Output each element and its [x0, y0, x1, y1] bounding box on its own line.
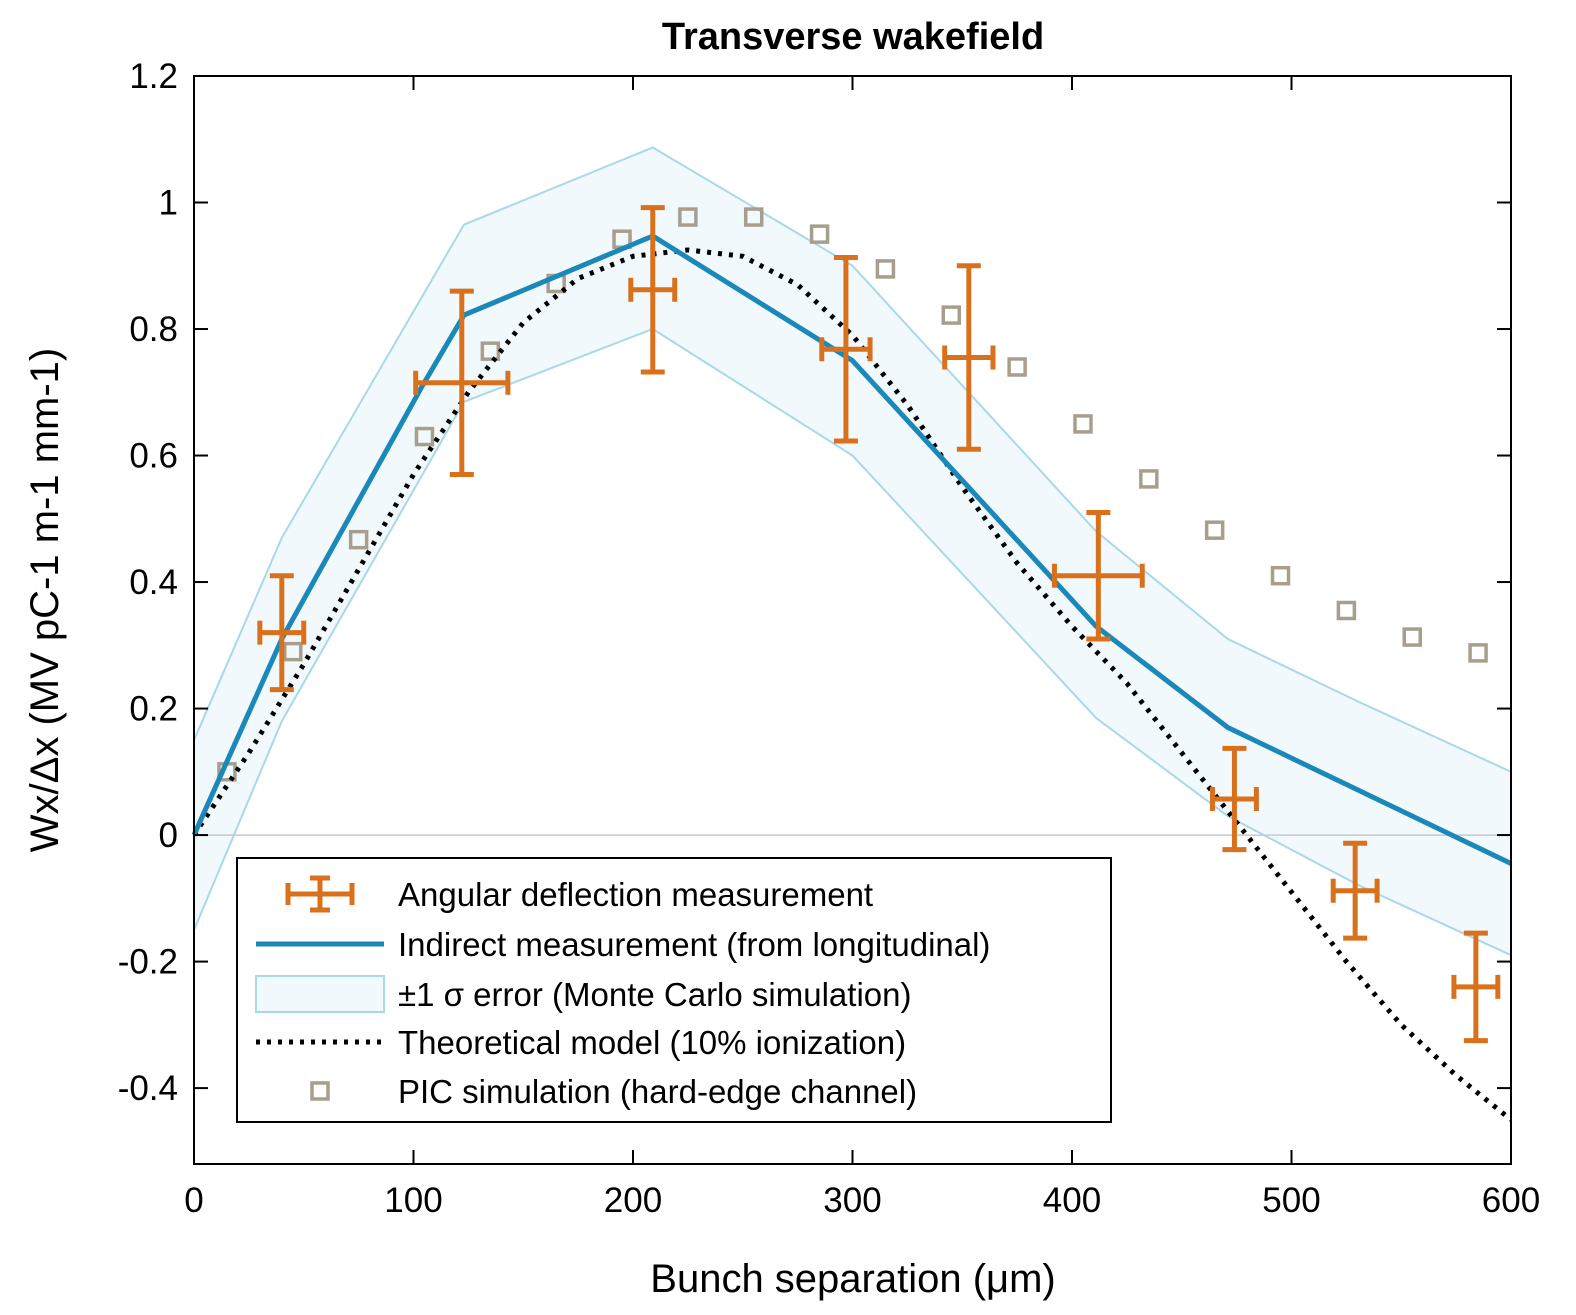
errorbar-point [413, 288, 511, 478]
x-tick-label: 500 [1262, 1181, 1320, 1220]
x-tick-label: 400 [1043, 1181, 1101, 1220]
pic-marker [1204, 520, 1225, 540]
theory-curve [194, 247, 1511, 1122]
errorbar-layer [257, 205, 1501, 1044]
errorbar-point [1330, 840, 1380, 941]
y-tick-label: -0.2 [118, 943, 178, 982]
x-tick-label: 600 [1482, 1181, 1540, 1220]
y-tick-label: 0.6 [129, 437, 178, 476]
legend-swatch-band [255, 975, 385, 1013]
pic-marker [1073, 414, 1093, 434]
y-tick-label: 1 [159, 184, 178, 223]
y-tick-label: 0.8 [129, 310, 178, 349]
error-band-layer [194, 146, 1511, 957]
indirect-line [191, 233, 1513, 866]
pic-marker [1336, 600, 1357, 621]
pic-marker [414, 426, 435, 447]
y-tick-label: -0.4 [118, 1069, 178, 1108]
legend-item: Indirect measurement (from longitudinal) [256, 926, 990, 963]
y-axis-title: Wx/Δx (MV pC-1 m-1 mm-1) [23, 348, 67, 852]
legend-label: Indirect measurement (from longitudinal) [398, 926, 990, 963]
x-tick-label: 200 [604, 1181, 662, 1220]
pic-marker [875, 259, 896, 279]
theory-curve-layer [194, 247, 1511, 1122]
pic-marker [1468, 643, 1488, 663]
legend-item: ±1 σ error (Monte Carlo simulation) [255, 975, 911, 1013]
legend-label: ±1 σ error (Monte Carlo simulation) [398, 976, 911, 1013]
legend: Angular deflection measurement Indirect m… [236, 857, 1112, 1123]
pic-marker [1139, 469, 1159, 489]
pic-markers-layer [217, 207, 1488, 782]
errorbar-point [942, 263, 996, 452]
errorbar-point [819, 255, 873, 444]
legend-item: Angular deflection measurement [285, 875, 873, 913]
x-tick-label: 300 [823, 1181, 881, 1220]
pic-marker [1007, 357, 1027, 377]
x-tick-label: 100 [384, 1181, 442, 1220]
axes-layer: 0 100 200 300 400 500 600 -0.4 -0.2 0 0.2 0.4 0.6 0.8… [118, 57, 1541, 1220]
legend-swatch-square [310, 1081, 330, 1101]
pic-marker [809, 224, 830, 244]
pic-marker [1402, 627, 1422, 647]
legend-label: Angular deflection measurement [398, 876, 873, 913]
legend-label: PIC simulation (hard-edge channel) [398, 1073, 917, 1110]
legend-item: PIC simulation (hard-edge channel) [310, 1073, 917, 1110]
pic-marker [678, 207, 698, 227]
x-axis-title: Bunch separation (μm) [650, 1257, 1055, 1301]
error-band-upper-edge [194, 146, 1511, 773]
y-tick-label: 0.4 [129, 563, 178, 602]
error-band-lower-edge [194, 327, 1511, 957]
pic-marker [941, 305, 962, 325]
y-tick-label: 0.2 [129, 690, 178, 729]
errorbar-point [1451, 930, 1501, 1044]
chart-title: Transverse wakefield [662, 16, 1044, 58]
x-tick-label: 0 [184, 1181, 203, 1220]
errorbar-point [1051, 509, 1145, 642]
pic-marker [743, 207, 764, 227]
y-tick-label: 1.2 [129, 57, 178, 96]
legend-label: Theoretical model (10% ionization) [398, 1024, 906, 1061]
y-tick-label: 0 [159, 816, 178, 855]
error-band-fill [194, 147, 1511, 956]
legend-item: Theoretical model (10% ionization) [256, 1024, 906, 1061]
pic-marker [348, 529, 369, 550]
errorbar-point [1209, 745, 1259, 853]
pic-marker [480, 341, 501, 361]
errorbar-point [257, 573, 307, 693]
pic-marker [1270, 565, 1291, 586]
indirect-line-layer [191, 233, 1513, 866]
errorbar-point [628, 205, 678, 375]
pic-marker [283, 641, 303, 662]
